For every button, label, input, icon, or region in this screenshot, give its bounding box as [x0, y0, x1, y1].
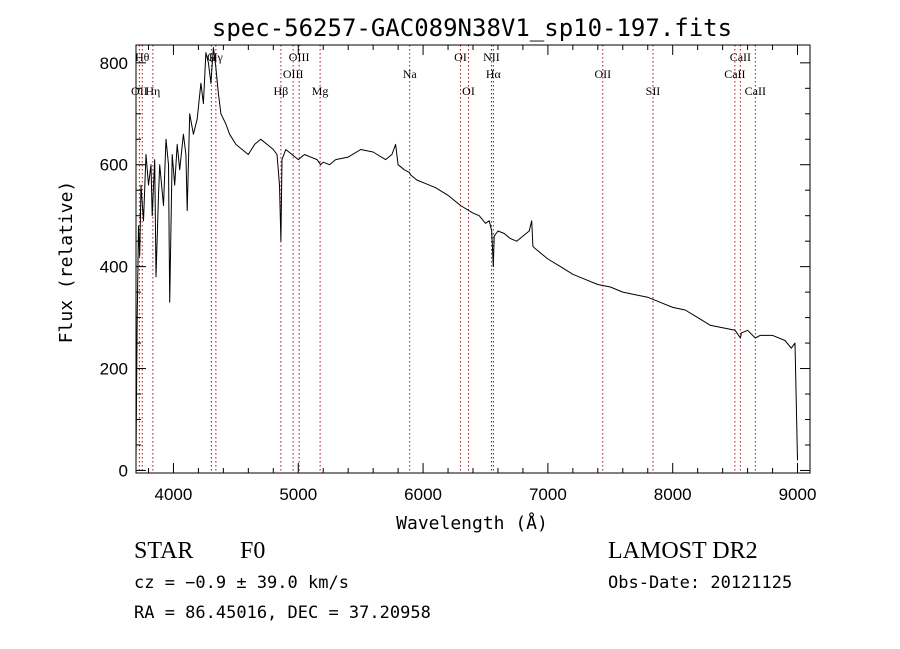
marker-label: SII — [646, 84, 661, 98]
x-tick-label: 5000 — [279, 485, 317, 504]
marker-label: OII — [594, 67, 611, 81]
x-tick-label: 7000 — [529, 485, 567, 504]
class-label: STAR — [134, 538, 194, 564]
plot-frame — [135, 44, 811, 474]
line-markers: OII Hθ Hη GHγ Hβ OIII OIII Mg Na OI OI NII Hα OII SII C… — [131, 45, 766, 473]
y-axis-label: Flux (relative) — [56, 181, 77, 344]
coords-text: RA = 86.45016, DEC = 37.20958 — [134, 603, 431, 623]
marker-label: Na — [403, 67, 418, 81]
subclass-label: F0 — [240, 538, 266, 564]
marker-label: Hγ — [209, 50, 224, 64]
marker-label: NII — [483, 50, 500, 64]
axis-ticks: 4000 5000 6000 7000 8000 9000 0 200 400 600 800 — [100, 45, 817, 504]
spectrum-line — [135, 47, 798, 461]
y-tick-label: 400 — [100, 258, 128, 277]
redshift-text: cz = −0.9 ± 39.0 km/s — [134, 573, 349, 593]
marker-label: OIII — [289, 50, 310, 64]
y-tick-label: 200 — [100, 360, 128, 379]
y-tick-label: 0 — [119, 461, 128, 480]
marker-label: OII — [131, 84, 148, 98]
marker-label: CaII — [745, 84, 766, 98]
marker-label: G — [207, 50, 216, 64]
marker-label: Hα — [486, 67, 502, 81]
x-tick-label: 4000 — [155, 485, 193, 504]
marker-label: Hη — [145, 84, 160, 98]
marker-label: CaII — [724, 67, 745, 81]
marker-label: Mg — [312, 84, 329, 98]
marker-label: CaII — [730, 50, 751, 64]
series-layer — [135, 47, 798, 461]
chart-title: spec-56257-GAC089N38V1_sp10-197.fits — [212, 14, 732, 42]
x-tick-label: 6000 — [404, 485, 442, 504]
x-tick-label: 8000 — [654, 485, 692, 504]
marker-label: OI — [454, 50, 467, 64]
marker-label: Hθ — [135, 50, 150, 64]
obs-date-text: Obs-Date: 20121125 — [608, 573, 793, 593]
y-tick-label: 800 — [100, 54, 128, 73]
survey-label: LAMOST DR2 — [608, 538, 758, 564]
marker-label: OIII — [283, 67, 304, 81]
marker-label: Hβ — [274, 84, 289, 98]
x-axis-label: Wavelength (Å) — [396, 512, 548, 534]
x-tick-label: 9000 — [779, 485, 817, 504]
y-tick-label: 600 — [100, 156, 128, 175]
marker-label: OI — [462, 84, 475, 98]
